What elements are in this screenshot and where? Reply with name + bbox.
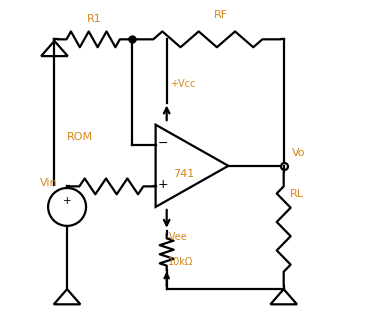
Text: RL: RL [290, 189, 304, 199]
Text: R1: R1 [87, 13, 101, 24]
Text: +Vcc: +Vcc [170, 78, 195, 89]
Text: +: + [157, 178, 168, 191]
Text: 741: 741 [173, 169, 195, 179]
Text: 10kΩ: 10kΩ [168, 257, 193, 267]
Text: -Vee: -Vee [167, 232, 188, 242]
Text: RF: RF [214, 10, 227, 20]
Text: −: − [157, 137, 168, 150]
Text: Vin: Vin [40, 178, 58, 188]
Text: +: + [63, 196, 72, 206]
Text: Vo: Vo [292, 148, 305, 158]
Text: ROM: ROM [67, 132, 93, 142]
